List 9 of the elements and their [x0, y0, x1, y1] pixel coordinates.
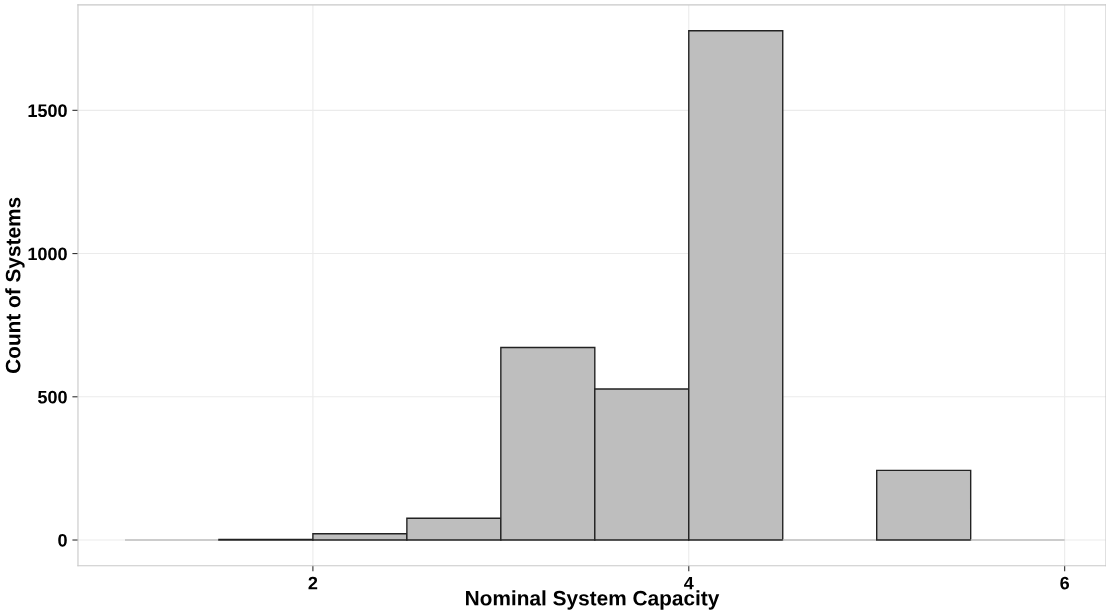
x-tick-label: 6: [1060, 576, 1070, 590]
x-tick-label: 2: [308, 576, 318, 590]
x-tick-label: 4: [684, 576, 694, 590]
y-tick-label: 1500: [28, 104, 67, 118]
y-tick-label: 500: [37, 390, 67, 404]
y-axis-title: Count of Systems: [5, 197, 25, 374]
y-tick-label: 1000: [28, 247, 67, 261]
x-axis-title: Nominal System Capacity: [466, 590, 720, 610]
y-tick-label: 0: [58, 533, 67, 547]
